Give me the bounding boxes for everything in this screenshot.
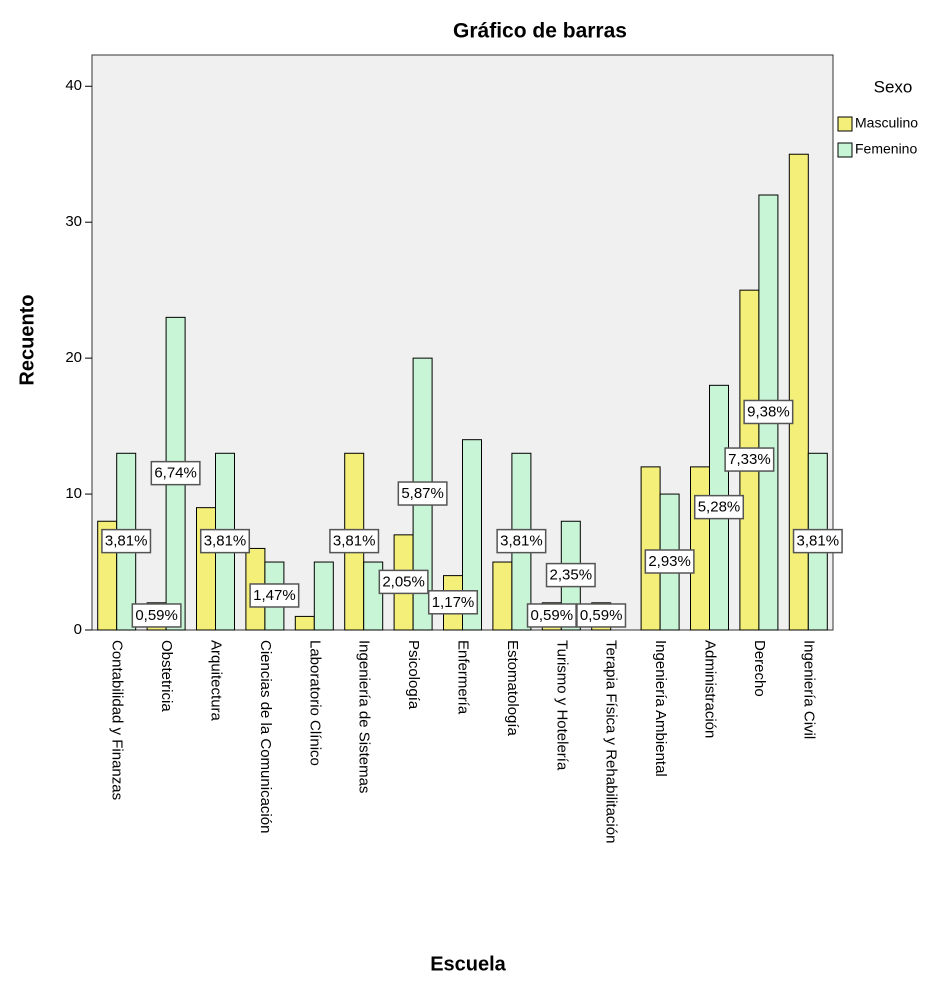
data-label: 5,87%	[401, 485, 444, 502]
x-axis-label: Escuela	[430, 953, 506, 975]
data-label-box	[199, 528, 251, 554]
x-tick-label: Psicología	[405, 640, 422, 710]
x-tick-label: Laboratorio Clínico	[306, 640, 323, 766]
x-tick-label: Turismo y Hotelería	[553, 640, 570, 771]
data-label: 3,81%	[333, 533, 376, 550]
y-tick-label: 20	[65, 349, 82, 366]
bar	[294, 615, 315, 631]
data-label-box	[249, 583, 300, 608]
x-tick-label: Ingeniería Civil	[800, 640, 817, 739]
x-tick-label: Ingeniería Ambiental	[652, 640, 669, 777]
legend-label: Femenino	[855, 141, 917, 157]
data-label: 0,59%	[135, 607, 178, 624]
x-tick-label: Enfermería	[455, 640, 472, 715]
y-tick-label: 10	[65, 485, 82, 502]
data-label-box	[792, 528, 843, 554]
x-tick-label: Administración	[702, 640, 719, 738]
x-tick-label: Ciencias de la Comunicación	[257, 640, 274, 833]
data-label: 0,59%	[580, 607, 623, 624]
data-label-box	[131, 603, 182, 628]
data-label-box	[397, 481, 448, 506]
data-label-box	[496, 528, 547, 554]
y-tick-label: 0	[74, 621, 82, 638]
bar	[363, 561, 384, 631]
data-label: 2,35%	[550, 567, 593, 584]
data-label-box	[329, 528, 380, 554]
bar	[690, 466, 710, 631]
data-label: 2,93%	[648, 553, 691, 570]
data-label: 9,38%	[747, 403, 790, 420]
data-label: 3,81%	[797, 533, 840, 550]
data-label: 7,33%	[728, 451, 771, 468]
bar	[492, 561, 513, 631]
data-label: 1,47%	[253, 587, 296, 604]
data-label: 6,74%	[154, 465, 197, 482]
legend-swatch	[837, 116, 853, 132]
x-tick-label: Estomatología	[504, 640, 521, 737]
data-label: 3,81%	[105, 533, 148, 550]
data-label-box	[576, 603, 627, 628]
data-label: 1,17%	[432, 594, 475, 611]
data-label-box	[101, 528, 152, 554]
data-label-box	[526, 603, 577, 628]
data-label-box	[378, 569, 429, 595]
y-tick-label: 40	[65, 77, 82, 94]
bar	[313, 561, 334, 631]
data-label: 3,81%	[500, 533, 543, 550]
bar	[640, 466, 661, 631]
x-tick-label: Terapia Física y Rehabilitación	[603, 640, 620, 843]
data-label-box	[150, 460, 201, 486]
bar	[196, 507, 216, 631]
data-label-box	[427, 590, 479, 615]
legend-label: Masculino	[855, 115, 918, 131]
data-label: 3,81%	[204, 533, 247, 550]
y-axis-label: Recuento	[16, 294, 38, 385]
x-tick-label: Derecho	[751, 640, 768, 697]
data-label: 2,05%	[382, 573, 425, 590]
data-label-box	[545, 562, 596, 588]
bar	[788, 153, 809, 631]
data-label-box	[693, 494, 745, 520]
legend-title: Sexo	[874, 77, 913, 96]
x-tick-label: Obstetricia	[158, 640, 175, 712]
data-label: 0,59%	[531, 607, 574, 624]
data-label-box	[644, 549, 695, 574]
data-label-box	[724, 447, 775, 472]
data-label-box	[743, 399, 794, 425]
y-tick-label: 30	[65, 213, 82, 230]
x-tick-label: Ingeniería de Sistemas	[356, 640, 373, 793]
chart-title: Gráfico de barras	[453, 20, 627, 43]
legend-swatch	[837, 142, 853, 158]
x-tick-label: Arquitectura	[208, 640, 225, 722]
x-tick-label: Contabilidad y Finanzas	[109, 640, 126, 800]
bar	[462, 439, 482, 631]
data-label: 5,28%	[698, 499, 741, 516]
